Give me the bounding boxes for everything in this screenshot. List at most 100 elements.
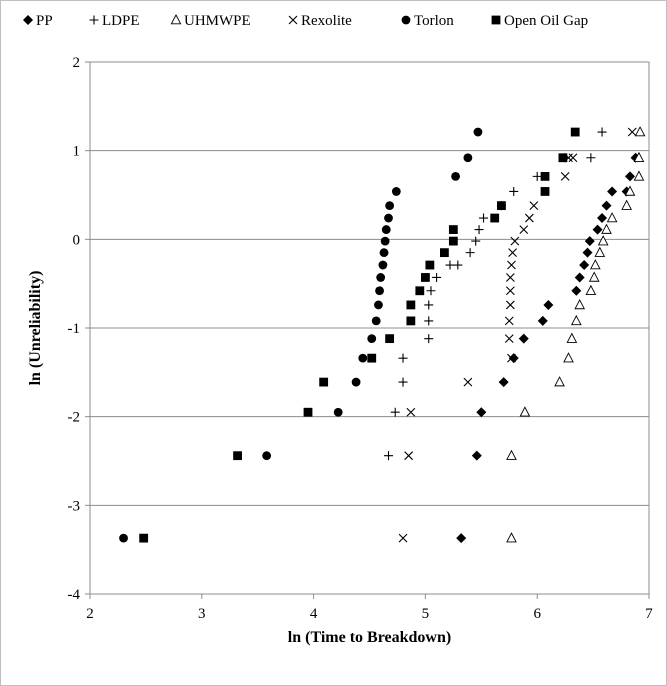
data-point <box>597 235 609 246</box>
data-point <box>601 223 612 234</box>
data-point <box>139 533 149 543</box>
y-tick-label: -3 <box>68 498 81 514</box>
y-tick-label: -1 <box>68 321 81 337</box>
data-point <box>262 451 272 461</box>
series-uhmwpe <box>506 126 646 543</box>
series-open-oil-gap <box>139 127 580 543</box>
legend-item: Open Oil Gap <box>491 13 588 29</box>
legend-label: Rexolite <box>301 13 352 29</box>
x-tick-label: 2 <box>86 606 94 622</box>
data-point <box>398 377 408 387</box>
data-point <box>378 260 388 270</box>
y-axis-label: ln (Unreliability) <box>27 271 44 386</box>
data-point <box>607 186 618 197</box>
data-point <box>421 273 430 282</box>
data-point <box>424 316 434 326</box>
data-point <box>532 171 542 181</box>
x-tick-label: 7 <box>645 606 653 622</box>
data-point <box>406 300 416 310</box>
data-points <box>119 126 646 544</box>
data-point <box>621 199 632 210</box>
data-point <box>540 187 550 196</box>
data-point <box>560 171 570 181</box>
legend-label: LDPE <box>102 13 140 29</box>
data-point <box>543 299 554 310</box>
data-point <box>498 377 509 388</box>
series-pp <box>456 152 641 544</box>
data-point <box>508 248 517 258</box>
gridlines <box>90 61 649 595</box>
data-point <box>479 213 489 223</box>
legend-label: UHMWPE <box>184 13 251 29</box>
data-point <box>440 248 449 258</box>
data-point <box>588 271 600 282</box>
data-point <box>540 171 550 181</box>
data-point <box>233 451 242 461</box>
legend-marker <box>401 15 411 25</box>
data-point <box>633 170 645 181</box>
y-tick-label: 2 <box>73 55 81 71</box>
data-point <box>597 213 608 224</box>
data-point <box>406 316 416 326</box>
data-point <box>451 171 460 181</box>
legend: PP LDPE UHMWPE Rexolite Torlon Open Oil Gap <box>23 13 588 29</box>
data-point <box>634 126 646 137</box>
data-point <box>586 153 596 163</box>
data-point <box>424 300 434 310</box>
data-point <box>374 300 383 310</box>
legend-marker <box>491 15 501 25</box>
data-point <box>425 260 435 270</box>
legend-item: PP <box>23 13 53 29</box>
data-point <box>367 334 377 344</box>
data-point <box>509 186 519 196</box>
data-point <box>358 353 368 363</box>
y-tick-label: 1 <box>73 144 81 160</box>
data-point <box>601 200 612 211</box>
legend-label: PP <box>36 13 53 29</box>
data-point <box>566 332 578 343</box>
data-point <box>606 212 618 223</box>
data-point <box>465 248 475 258</box>
data-point <box>568 153 578 163</box>
data-point <box>504 334 514 344</box>
data-point <box>426 286 436 296</box>
data-point <box>633 151 645 163</box>
x-tick-label: 3 <box>198 606 206 622</box>
data-point <box>554 376 565 387</box>
x-tick-label: 4 <box>310 606 318 622</box>
data-point <box>505 273 515 282</box>
data-point <box>558 153 568 163</box>
data-point <box>471 236 481 246</box>
data-point <box>497 201 506 211</box>
data-point <box>463 377 473 387</box>
data-point <box>379 248 389 258</box>
data-point <box>579 260 590 271</box>
data-point <box>476 407 487 418</box>
data-point <box>333 407 343 417</box>
data-point <box>518 333 529 344</box>
data-point <box>351 377 361 387</box>
data-point <box>391 187 401 196</box>
data-point <box>371 316 381 326</box>
data-point <box>404 451 414 461</box>
data-point <box>384 451 394 461</box>
data-point <box>385 201 395 211</box>
data-point <box>570 127 580 137</box>
data-point <box>453 260 463 270</box>
data-point <box>390 407 400 417</box>
data-point <box>624 185 636 196</box>
data-point <box>506 532 517 543</box>
data-point <box>367 353 377 363</box>
data-point <box>375 286 384 296</box>
data-point <box>505 286 515 296</box>
y-tick-label: 0 <box>73 232 81 248</box>
data-point <box>398 353 408 363</box>
x-tick-label: 5 <box>422 606 430 622</box>
data-point <box>627 127 637 137</box>
data-point <box>398 533 408 543</box>
data-point <box>571 285 582 296</box>
data-point <box>563 352 574 363</box>
series-rexolite <box>398 127 637 543</box>
data-point <box>570 314 582 326</box>
